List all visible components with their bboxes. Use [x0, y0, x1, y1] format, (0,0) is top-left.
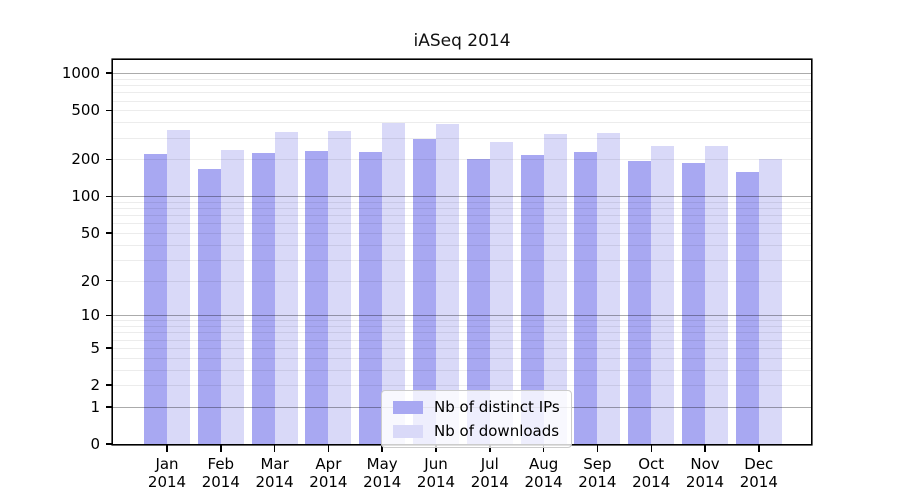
- legend-label-downloads: Nb of downloads: [434, 422, 560, 440]
- bar-mar-2014-distinct-ips: [251, 153, 275, 444]
- bar-jun-2014-distinct-ips: [413, 139, 436, 444]
- y-tick-mark-5: [106, 347, 113, 349]
- x-tick-label-apr-2014: Apr 2014: [309, 455, 348, 491]
- legend-item-distinct-ips: Nb of distinct IPs: [393, 398, 560, 416]
- bar-nov-2014-distinct-ips: [682, 162, 705, 444]
- y-tick-label-500: 500: [71, 101, 100, 120]
- bar-sep-2014-distinct-ips: [574, 151, 598, 444]
- bar-jul-2014-downloads: [489, 141, 513, 444]
- y-tick-label-5: 5: [90, 338, 100, 357]
- y-tick-mark-2: [106, 384, 113, 386]
- y-tick-label-200: 200: [71, 150, 100, 169]
- y-tick-mark-10: [106, 314, 113, 316]
- bar-jul-2014-distinct-ips: [466, 159, 490, 444]
- x-tick-label-dec-2014: Dec 2014: [739, 455, 778, 491]
- legend-swatch-downloads-icon: [393, 424, 423, 438]
- x-tick-mark-7: [489, 445, 491, 452]
- bar-jan-2014-downloads: [167, 130, 190, 444]
- x-tick-mark-2: [220, 445, 222, 452]
- bar-feb-2014-distinct-ips: [197, 168, 221, 444]
- x-tick-label-feb-2014: Feb 2014: [201, 455, 240, 491]
- y-tick-label-100: 100: [71, 187, 100, 206]
- bar-apr-2014-distinct-ips: [305, 150, 329, 444]
- y-tick-mark-20: [106, 279, 113, 282]
- bar-may-2014-downloads: [382, 122, 406, 444]
- x-tick-label-jul-2014: Jul 2014: [470, 455, 509, 491]
- y-tick-label-10: 10: [80, 306, 100, 325]
- bar-sep-2014-downloads: [597, 133, 621, 444]
- bar-nov-2014-downloads: [705, 145, 728, 444]
- x-tick-mark-10: [650, 445, 652, 452]
- y-tick-label-1: 1: [90, 397, 100, 416]
- x-tick-label-jan-2014: Jan 2014: [147, 455, 187, 491]
- x-tick-label-jun-2014: Jun 2014: [416, 455, 456, 491]
- x-tick-label-may-2014: May 2014: [363, 455, 402, 491]
- x-tick-label-nov-2014: Nov 2014: [685, 455, 725, 491]
- legend-item-downloads: Nb of downloads: [393, 422, 560, 440]
- legend-swatch-distinct-ips-icon: [393, 400, 423, 414]
- y-tick-label-50: 50: [80, 223, 100, 242]
- bars-layer: [113, 60, 811, 444]
- bar-aug-2014-distinct-ips: [520, 154, 544, 444]
- bar-dec-2014-distinct-ips: [735, 171, 759, 444]
- x-tick-mark-4: [327, 445, 330, 452]
- x-tick-mark-5: [381, 445, 383, 452]
- y-tick-mark-1: [106, 406, 113, 408]
- bar-oct-2014-distinct-ips: [628, 160, 652, 444]
- plot-area: Nb of distinct IPs Nb of downloads: [113, 60, 811, 448]
- bar-feb-2014-downloads: [220, 150, 244, 444]
- y-tick-mark-200: [106, 158, 113, 160]
- y-tick-mark-50: [106, 232, 113, 234]
- legend: Nb of distinct IPs Nb of downloads: [381, 390, 572, 448]
- y-tick-label-0: 0: [90, 435, 100, 453]
- bar-jun-2014-downloads: [436, 124, 459, 444]
- x-tick-mark-1: [166, 445, 168, 452]
- bar-aug-2014-downloads: [543, 133, 567, 444]
- x-tick-mark-3: [273, 445, 276, 452]
- x-tick-mark-11: [704, 445, 706, 452]
- y-tick-label-1000: 1000: [61, 64, 100, 83]
- x-tick-label-sep-2014: Sep 2014: [578, 455, 617, 491]
- bar-may-2014-distinct-ips: [359, 152, 383, 444]
- bar-dec-2014-downloads: [758, 159, 782, 444]
- bar-oct-2014-downloads: [651, 146, 675, 444]
- legend-label-distinct-ips: Nb of distinct IPs: [434, 398, 560, 416]
- x-tick-mark-9: [596, 445, 599, 452]
- x-tick-mark-8: [542, 445, 545, 452]
- y-tick-mark-1000: [106, 72, 113, 74]
- y-tick-mark-500: [106, 109, 113, 111]
- chart-title: iASeq 2014: [413, 31, 511, 51]
- bar-mar-2014-downloads: [274, 132, 298, 444]
- x-tick-mark-12: [758, 445, 760, 452]
- bar-jan-2014-distinct-ips: [144, 153, 167, 444]
- bar-apr-2014-downloads: [328, 130, 352, 444]
- x-tick-label-mar-2014: Mar 2014: [255, 455, 294, 491]
- y-tick-label-2: 2: [90, 376, 100, 394]
- x-tick-mark-6: [435, 445, 437, 452]
- x-tick-label-oct-2014: Oct 2014: [632, 455, 671, 491]
- y-tick-mark-100: [106, 195, 113, 197]
- x-tick-label-aug-2014: Aug 2014: [524, 455, 563, 491]
- y-tick-mark-0: [106, 443, 113, 445]
- y-tick-label-20: 20: [80, 271, 100, 290]
